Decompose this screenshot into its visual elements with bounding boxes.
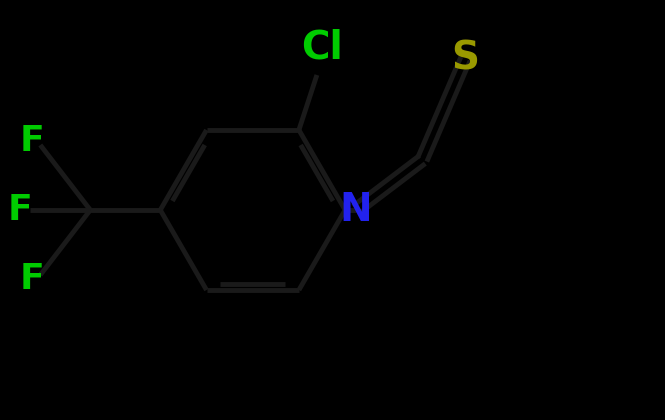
Text: F: F xyxy=(8,193,33,227)
Text: Cl: Cl xyxy=(301,29,342,67)
Text: F: F xyxy=(20,124,45,158)
Text: F: F xyxy=(20,262,45,296)
Text: S: S xyxy=(452,40,479,78)
Text: N: N xyxy=(339,191,372,229)
